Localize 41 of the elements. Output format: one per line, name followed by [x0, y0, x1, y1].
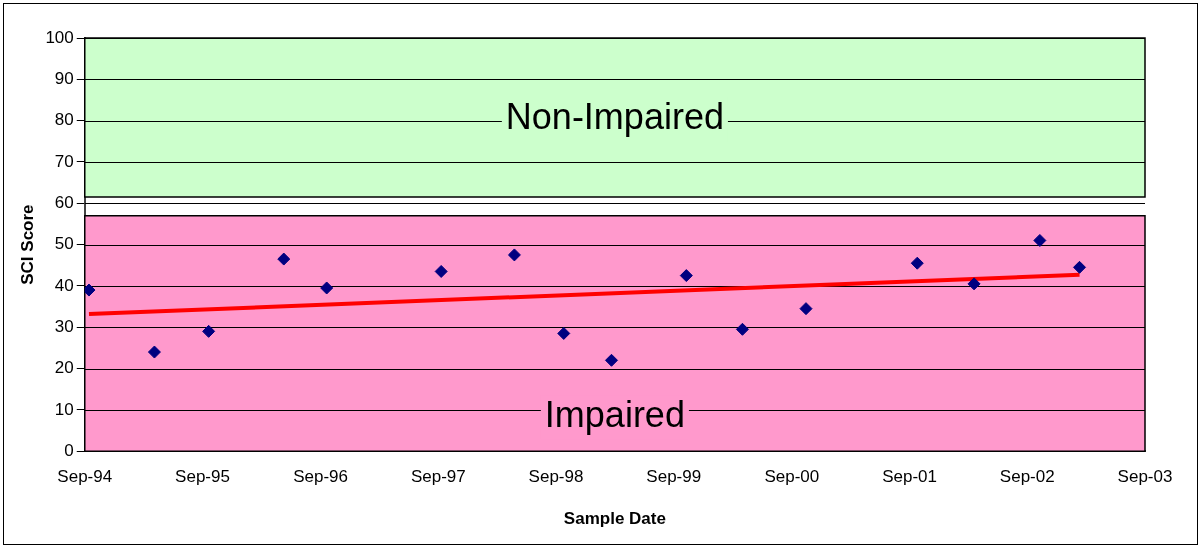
point [434, 264, 448, 278]
x-tick-label: Sep-98 [528, 467, 584, 487]
band-label: Impaired [544, 394, 685, 436]
y-tick-label: 50 [54, 234, 74, 254]
y-tick-label: 70 [54, 151, 74, 171]
x-tick-label: Sep-97 [410, 467, 466, 487]
point [735, 322, 749, 336]
y-tick-label: 40 [54, 275, 74, 295]
x-tick-label: Sep-01 [882, 467, 937, 487]
y-tick-label: 20 [54, 358, 74, 378]
x-tick-label: Sep-96 [293, 467, 348, 487]
point [320, 281, 334, 295]
y-axis-title: SCI Score [17, 204, 37, 285]
point [1073, 260, 1087, 274]
point [507, 248, 521, 262]
point [147, 345, 161, 359]
point [967, 277, 981, 291]
y-tick-label: 0 [64, 440, 74, 460]
x-tick-label: Sep-95 [175, 467, 230, 487]
point [84, 283, 96, 297]
point [910, 256, 924, 270]
x-tick-label: Sep-00 [764, 467, 820, 487]
point [799, 302, 813, 316]
point [277, 252, 291, 266]
band-label: Non-Impaired [505, 96, 724, 138]
y-tick-label: 30 [54, 316, 74, 336]
y-tick-label: 10 [54, 399, 74, 419]
y-tick-label: 90 [54, 69, 74, 89]
y-tick-label: 60 [54, 192, 74, 212]
x-tick-label: Sep-99 [646, 467, 702, 487]
x-tick-label: Sep-94 [57, 467, 113, 487]
point [679, 269, 693, 283]
x-axis-title: Sample Date [563, 509, 666, 529]
x-tick-label: Sep-02 [999, 467, 1055, 487]
y-tick-label: 80 [54, 110, 74, 130]
y-tick-label: 100 [45, 27, 74, 47]
point [202, 324, 216, 338]
point [605, 353, 618, 367]
x-tick-label: Sep-03 [1117, 467, 1173, 487]
point [1033, 233, 1047, 247]
point [557, 326, 571, 340]
